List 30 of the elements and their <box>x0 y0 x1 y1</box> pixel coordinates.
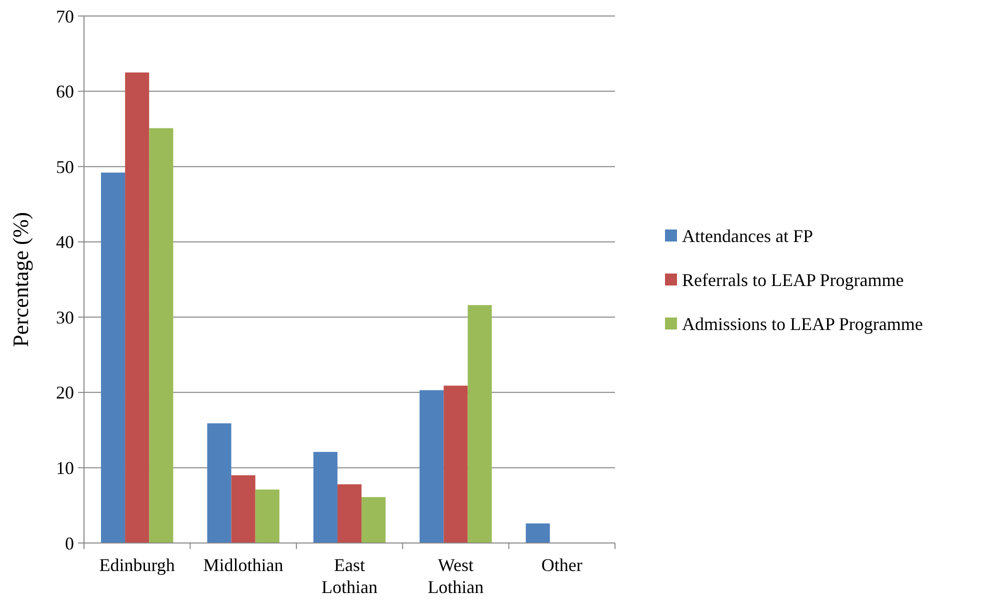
x-tick-label: East Lothian <box>322 555 378 597</box>
y-axis-title: Percentage (%) <box>8 212 33 347</box>
x-tick-label: Edinburgh <box>99 555 175 575</box>
y-tick-label: 30 <box>56 307 74 328</box>
bar <box>444 386 468 543</box>
y-tick-label: 60 <box>56 82 74 102</box>
y-tick-label: 50 <box>56 156 74 177</box>
x-tick-label: Other <box>541 555 582 575</box>
y-tick-label: 40 <box>56 232 74 252</box>
y-tick-label: 20 <box>56 382 74 403</box>
bar <box>207 423 232 543</box>
bar <box>362 497 386 543</box>
bar <box>337 484 362 543</box>
bar <box>231 475 256 543</box>
x-tick-label: West Lothian <box>428 555 484 597</box>
bar <box>255 490 280 543</box>
bar <box>100 172 126 543</box>
legend-label: Admissions to LEAP Programme <box>682 314 923 334</box>
bar <box>468 305 492 543</box>
y-tick-label: 70 <box>56 6 74 26</box>
legend-label: Referrals to LEAP Programme <box>682 270 904 290</box>
x-tick-label: Midlothian <box>203 555 284 575</box>
bar <box>149 128 174 543</box>
bar <box>420 390 444 543</box>
legend-label: Attendances at FP <box>682 226 813 246</box>
bar <box>125 72 150 543</box>
bar <box>526 523 550 543</box>
bar <box>313 452 338 543</box>
y-tick-label: 0 <box>65 533 74 554</box>
y-tick-label: 10 <box>56 458 74 478</box>
